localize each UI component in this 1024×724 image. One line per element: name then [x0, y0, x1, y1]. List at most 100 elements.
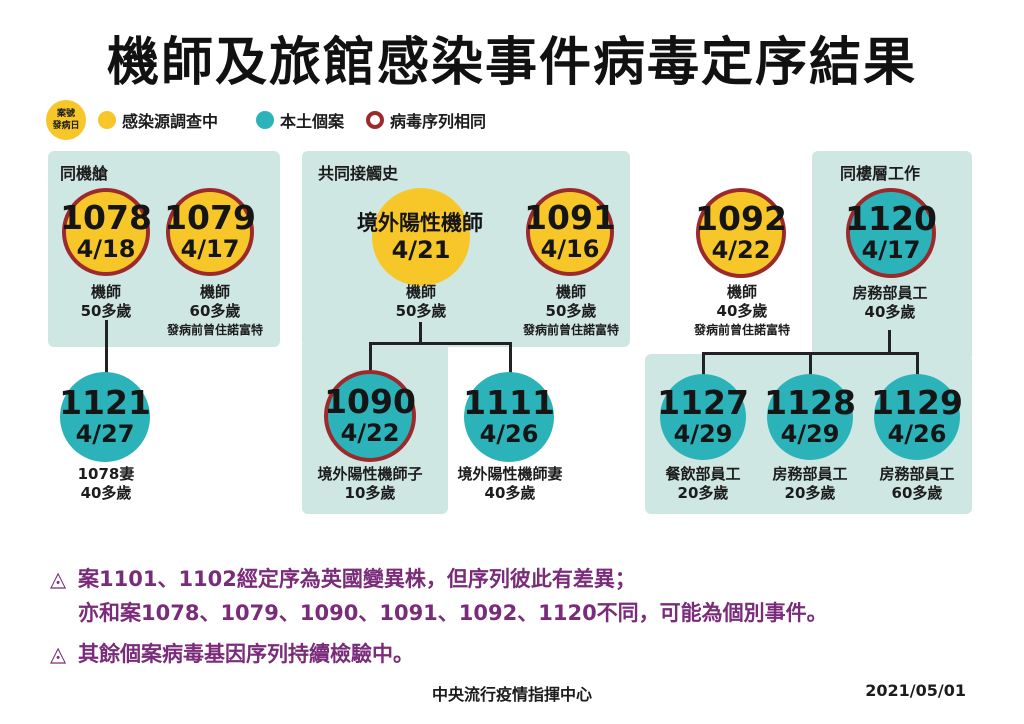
legend-item-local-case: 本土個案	[256, 108, 344, 132]
case-id: 1092	[695, 199, 787, 238]
case-circle-1129: 1129 4/26	[871, 374, 963, 460]
connector-line	[369, 342, 372, 374]
case-id: 1129	[871, 383, 963, 422]
case-circle-1079: 1079 4/17	[164, 188, 256, 276]
case-onset-date: 4/26	[479, 420, 539, 448]
case-id: 1121	[59, 383, 151, 422]
case-onset-date: 4/17	[861, 236, 921, 264]
case-id: 1120	[845, 199, 937, 238]
case-role: 機師	[90, 283, 121, 301]
connector-line	[702, 352, 705, 376]
case-circle-1091: 1091 4/16	[524, 188, 616, 276]
case-onset-date: 4/29	[673, 420, 733, 448]
case-circle-1078: 1078 4/18	[60, 188, 152, 276]
case-caption-1129: 房務部員工 60多歲	[879, 465, 954, 503]
case-age: 40多歲	[80, 484, 132, 502]
case-id: 1127	[657, 383, 749, 422]
case-age: 40多歲	[864, 303, 916, 321]
case-circle-1121: 1121 4/27	[59, 372, 151, 462]
case-age: 40多歲	[484, 484, 536, 502]
connector-line	[916, 352, 919, 376]
connector-line	[888, 330, 891, 354]
connector-line	[369, 342, 512, 345]
connector-line	[105, 320, 108, 378]
case-role: 房務部員工	[772, 465, 848, 483]
legend-badge: 案號 發病日	[46, 100, 86, 140]
case-note: 發病前曾住諾富特	[166, 323, 264, 337]
legend-label: 感染源調查中	[122, 112, 219, 131]
case-role: 境外陽性機師子	[317, 465, 423, 483]
case-circle-1128: 1128 4/29	[764, 374, 856, 460]
panel-label-common-contact: 共同接觸史	[318, 164, 399, 183]
connector-line	[809, 352, 812, 376]
case-circle-1090: 1090 4/22	[324, 370, 416, 462]
case-role: 機師	[555, 283, 587, 301]
case-caption-1091: 機師 50多歲 發病前曾住諾富特	[523, 283, 619, 340]
case-note: 發病前曾住諾富特	[693, 323, 791, 337]
case-circle-1111: 1111 4/26	[463, 372, 555, 462]
legend-badge-line2: 發病日	[52, 121, 80, 131]
case-onset-date: 4/16	[540, 235, 600, 263]
case-role: 房務部員工	[852, 284, 928, 302]
case-circle-1092: 1092 4/22	[695, 188, 787, 278]
warning-triangle-icon: ◬	[50, 642, 67, 666]
case-caption-1120: 房務部員工 40多歲	[852, 284, 927, 322]
case-caption-1121: 1078妻 40多歲	[78, 465, 135, 503]
case-onset-date: 4/26	[887, 420, 947, 448]
case-role: 餐飲部員工	[665, 465, 741, 483]
case-role: 機師	[405, 283, 436, 301]
yellow-dot-icon	[98, 111, 116, 129]
case-onset-date: 4/22	[711, 236, 771, 264]
case-role: 機師	[726, 283, 758, 301]
connector-line	[509, 342, 512, 374]
case-circle-overseas-pilot: 境外陽性機師 4/21	[357, 188, 483, 286]
note-variant-line2: 亦和案1078、1079、1090、1091、1092、1120不同，可能為個別…	[78, 601, 828, 625]
case-circle-1127: 1127 4/29	[657, 374, 749, 460]
case-id: 1078	[60, 198, 152, 237]
case-id: 1128	[764, 383, 856, 422]
case-age: 50多歲	[395, 302, 447, 320]
case-id: 1091	[524, 198, 616, 237]
legend-item-same-sequence: 病毒序列相同	[366, 108, 486, 132]
case-role: 房務部員工	[879, 465, 955, 483]
case-onset-date: 4/22	[340, 419, 400, 447]
footer-date: 2021/05/01	[865, 681, 966, 700]
note-text: 其餘個案病毒基因序列持續檢驗中。	[78, 642, 414, 666]
case-age: 10多歲	[344, 484, 396, 502]
legend-item-investigating: 感染源調查中	[98, 108, 218, 132]
panel-label-same-floor: 同樓層工作	[840, 164, 921, 183]
case-onset-date: 4/27	[75, 420, 135, 448]
note-pending: ◬ 其餘個案病毒基因序列持續檢驗中。	[50, 638, 414, 668]
legend-label: 病毒序列相同	[390, 112, 487, 131]
case-age: 50多歲	[545, 302, 597, 320]
case-id: 1079	[164, 198, 256, 237]
case-caption-1078: 機師 50多歲	[81, 283, 132, 321]
panel-label-same-cabin: 同機艙	[60, 164, 109, 183]
warning-triangle-icon: ◬	[50, 567, 67, 591]
case-age: 20多歲	[784, 484, 836, 502]
case-age: 20多歲	[677, 484, 729, 502]
teal-dot-icon	[256, 111, 274, 129]
case-role: 機師	[199, 283, 231, 301]
legend-label: 本土個案	[280, 112, 345, 131]
case-caption-1092: 機師 40多歲 發病前曾住諾富特	[694, 283, 790, 340]
case-caption-1090: 境外陽性機師子 10多歲	[317, 465, 422, 503]
case-caption-overseas-pilot: 機師 50多歲	[396, 283, 447, 321]
case-role: 1078妻	[77, 465, 135, 483]
case-id: 1090	[324, 382, 416, 421]
page-title: 機師及旅館感染事件病毒定序結果	[106, 33, 917, 93]
case-caption-1079: 機師 60多歲 發病前曾住諾富特	[167, 283, 263, 340]
red-ring-icon	[366, 111, 384, 129]
connector-line	[419, 322, 422, 344]
case-age: 60多歲	[891, 484, 943, 502]
case-caption-1128: 房務部員工 20多歲	[772, 465, 847, 503]
case-onset-date: 4/21	[391, 236, 451, 264]
case-caption-1111: 境外陽性機師妻 40多歲	[457, 465, 562, 503]
case-onset-date: 4/18	[76, 235, 136, 263]
case-age: 40多歲	[716, 302, 768, 320]
case-name: 境外陽性機師	[357, 211, 483, 235]
case-caption-1127: 餐飲部員工 20多歲	[665, 465, 740, 503]
footer-organization: 中央流行疫情指揮中心	[431, 685, 592, 704]
note-variant-line1: ◬ 案1101、1102經定序為英國變異株，但序列彼此有差異；	[50, 563, 636, 593]
case-onset-date: 4/17	[180, 235, 240, 263]
